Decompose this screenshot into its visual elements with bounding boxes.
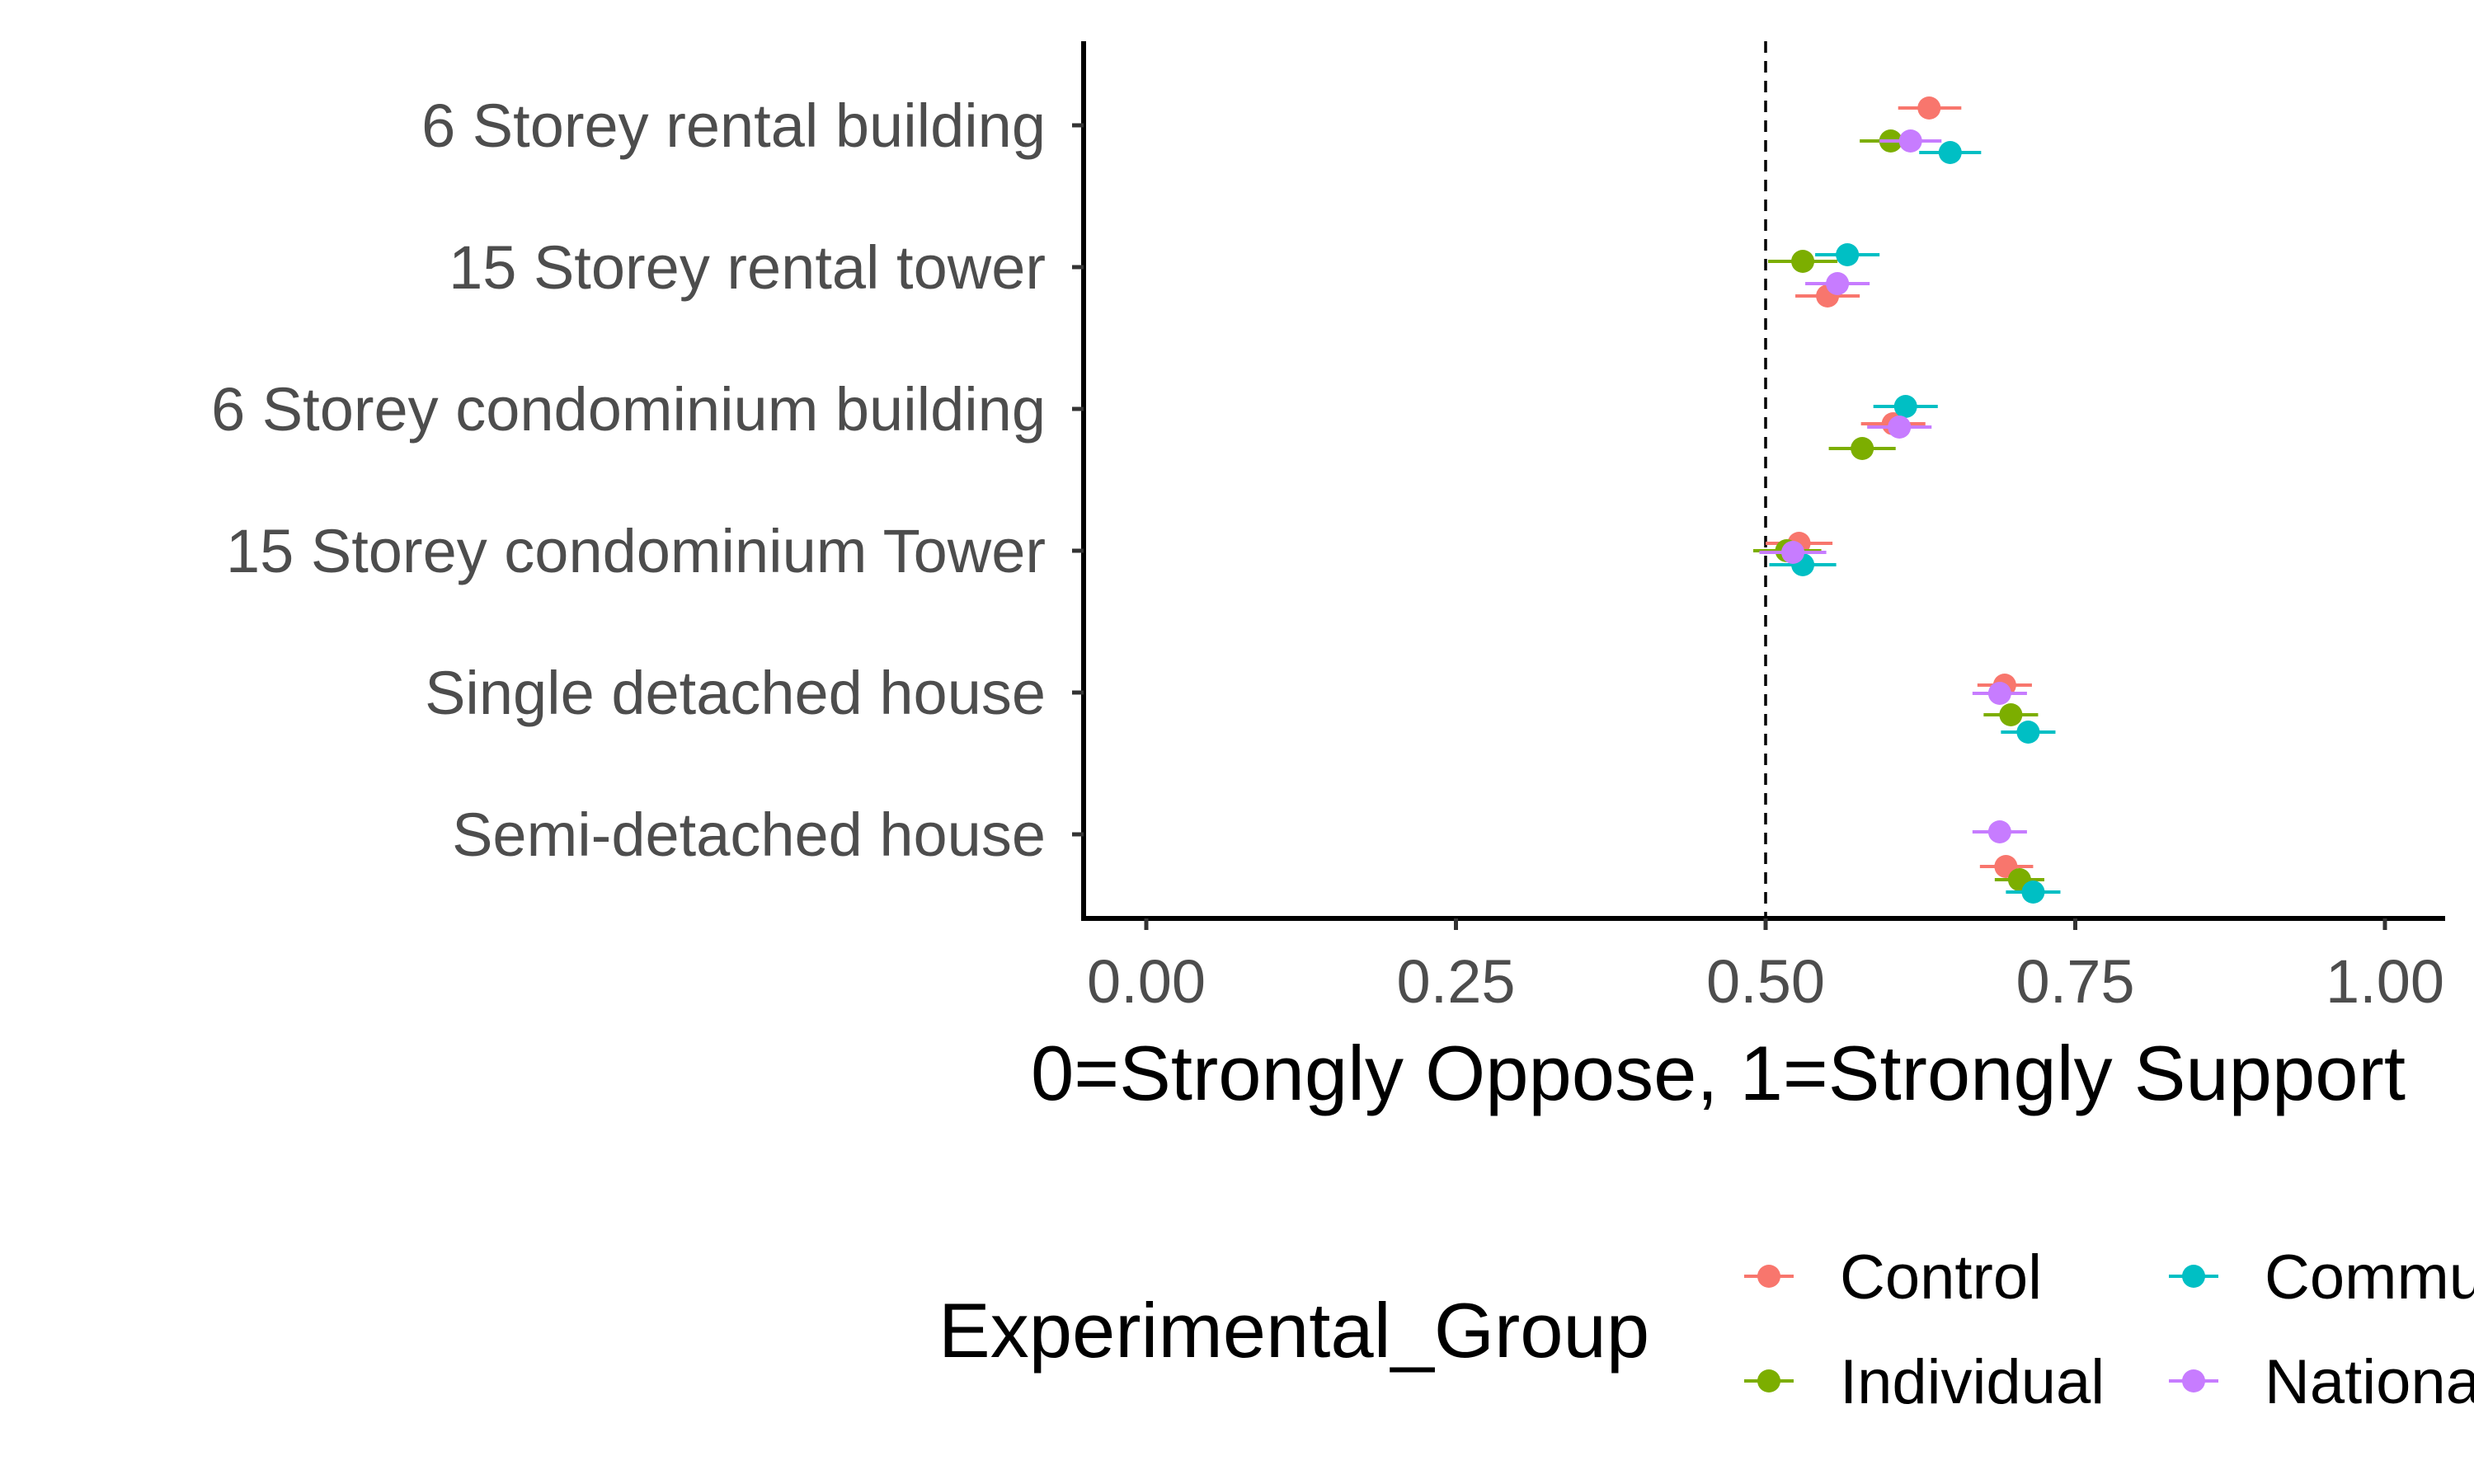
- point-marker: [1898, 129, 1922, 153]
- data-point-community: [1873, 395, 1938, 418]
- legend-key-dot: [1757, 1265, 1780, 1288]
- category-label: 15 Storey condominium Tower: [226, 517, 1046, 585]
- data-point-individual: [1768, 250, 1838, 273]
- point-marker: [1791, 250, 1815, 273]
- point-marker: [2021, 881, 2045, 904]
- data-point-national: [1867, 416, 1932, 439]
- legend-label: Individual: [1840, 1347, 2105, 1417]
- plot-area: [1752, 41, 2061, 918]
- point-marker: [1987, 820, 2011, 843]
- x-axis-title: 0=Strongly Oppose, 1=Strongly Support: [1031, 1030, 2406, 1116]
- legend-label: Control: [1840, 1242, 2042, 1313]
- data-point-control: [1898, 96, 1962, 120]
- point-marker: [1999, 703, 2023, 726]
- legend-key-dot: [2182, 1369, 2205, 1392]
- x-tick-label: 0.00: [1087, 947, 1206, 1016]
- point-marker: [1836, 243, 1860, 266]
- legend-label: Commu: [2265, 1242, 2474, 1313]
- point-marker: [1938, 141, 1962, 164]
- data-point-community: [1815, 243, 1880, 266]
- legend-title: Experimental_Group: [938, 1287, 1649, 1374]
- data-point-community: [2006, 881, 2061, 904]
- category-label: 15 Storey rental tower: [449, 233, 1046, 302]
- legend-item-community: Commu: [2169, 1242, 2474, 1313]
- data-point-national: [1879, 129, 1942, 153]
- x-tick-label: 0.50: [1706, 947, 1825, 1016]
- data-point-individual: [1828, 437, 1896, 460]
- point-marker: [1888, 416, 1912, 439]
- y-axis: 6 Storey rental building 15 Storey rental…: [211, 41, 1086, 920]
- data-point-national: [1972, 820, 2027, 843]
- point-marker: [1987, 682, 2011, 705]
- data-point-community: [2001, 721, 2056, 744]
- x-axis: 0.00 0.25 0.50 0.75 1.00: [1081, 916, 2445, 1016]
- x-tick-label: 0.25: [1396, 947, 1515, 1016]
- x-tick-label: 1.00: [2326, 947, 2444, 1016]
- point-marker: [1851, 437, 1874, 460]
- category-label: Single detached house: [425, 659, 1046, 727]
- legend-key-dot: [2182, 1265, 2205, 1288]
- category-label: 6 Storey rental building: [421, 92, 1046, 160]
- legend-item-individual: Individual: [1744, 1347, 2105, 1417]
- data-point-national: [1805, 272, 1870, 295]
- category-label: Semi-detached house: [452, 801, 1046, 869]
- legend-label: Nationa: [2265, 1347, 2474, 1417]
- x-tick-label: 0.75: [2015, 947, 2134, 1016]
- data-point-national: [1972, 682, 2027, 705]
- category-label: 6 Storey condominium building: [211, 375, 1046, 444]
- point-marker: [1917, 96, 1941, 120]
- point-marker: [1893, 395, 1917, 418]
- legend-item-control: Control: [1744, 1242, 2042, 1313]
- legend-item-national: Nationa: [2169, 1347, 2474, 1417]
- legend: Experimental_Group Control Individual Comm…: [938, 1242, 2474, 1417]
- data-point-community: [1919, 141, 1982, 164]
- legend-key-dot: [1757, 1369, 1780, 1392]
- data-point-national: [1759, 541, 1827, 564]
- point-marker: [1826, 272, 1850, 295]
- point-marker: [1781, 541, 1805, 564]
- data-point-individual: [1983, 703, 2039, 726]
- point-marker: [2016, 721, 2040, 744]
